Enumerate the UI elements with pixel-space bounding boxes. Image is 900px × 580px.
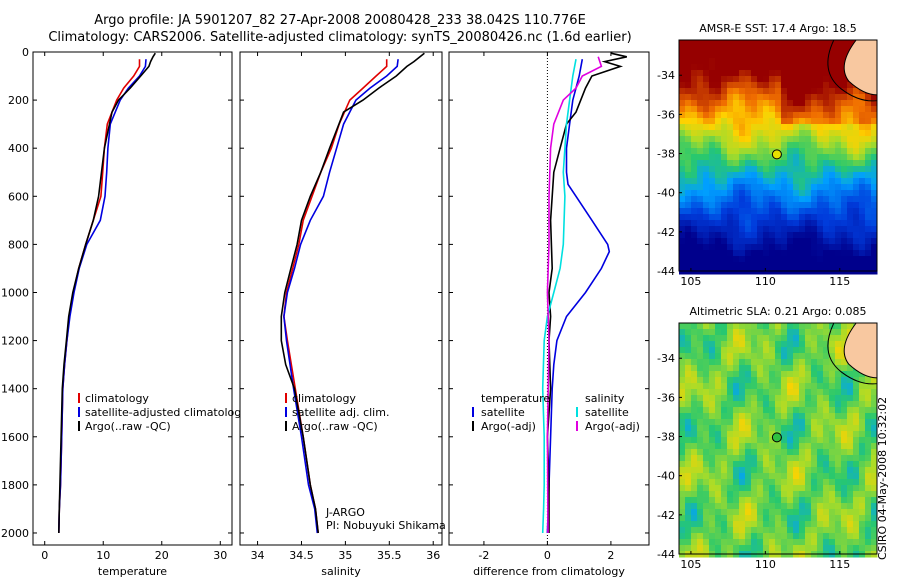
map-frame (678, 39, 878, 272)
y-tick-label: -36 (657, 108, 675, 121)
legend-label: climatology (292, 392, 356, 405)
x-tick-label: 34 (251, 549, 265, 562)
map-title: AMSR-E SST: 17.4 Argo: 18.5 (699, 22, 857, 35)
legend-label: Argo(-adj) (481, 420, 536, 433)
y-tick-label: 1200 (1, 335, 29, 348)
legend-label: Argo(..raw -QC) (85, 420, 171, 433)
y-tick-label: 400 (8, 142, 29, 155)
legend-label: satellite adj. clim. (292, 406, 389, 419)
y-tick-label: 1600 (1, 431, 29, 444)
y-tick-label: -44 (657, 548, 675, 561)
sst-map-panel: 105 110 115 -34 -36 -38 -40 -42 -44 AMSR-E SST: 1… (657, 22, 878, 288)
y-tick-label: -40 (657, 187, 675, 200)
series-line-4 (546, 56, 603, 534)
series-line-3 (58, 52, 156, 534)
x-tick-label: 35 (338, 549, 352, 562)
x-axis-label: difference from climatology (473, 565, 625, 578)
profile-panel-3: -2 0 2 difference from climatology temperatu… (448, 51, 650, 578)
x-tick-label: 30 (213, 549, 227, 562)
legend-label: satellite (585, 406, 629, 419)
x-tick-label: 110 (755, 558, 776, 571)
isobath-contour (827, 39, 878, 102)
profile-panel-1: 0 10 20 30 0 200 400 600 800 1000 1200 1400 1600 1800… (1, 46, 248, 578)
x-tick-label: 0 (41, 549, 48, 562)
x-tick-label: 115 (829, 558, 850, 571)
x-tick-label: 36 (426, 549, 440, 562)
y-tick-label: -34 (657, 69, 675, 82)
title-line-1: Argo profile: JA 5901207_82 27-Apr-2008 … (94, 13, 586, 28)
map-frame (678, 322, 878, 555)
title-line-2: Climatology: CARS2006. Satellite-adjuste… (48, 30, 632, 45)
sla-map-panel: 105 110 115 -34 -36 -38 -40 -42 -44 Altimetric SL… (657, 305, 878, 571)
y-tick-label: -38 (657, 431, 675, 444)
y-tick-label: -40 (657, 470, 675, 483)
land-mass (843, 39, 878, 96)
y-tick-label: 200 (8, 94, 29, 107)
y-tick-label: 800 (8, 238, 29, 251)
x-tick-label: 105 (680, 558, 701, 571)
y-tick-label: -38 (657, 148, 675, 161)
annotation-text: PI: Nobuyuki Shikama (326, 519, 446, 532)
land-mass (843, 322, 878, 379)
figure-title: Argo profile: JA 5901207_82 27-Apr-2008 … (0, 12, 680, 46)
sla-field (679, 323, 878, 558)
y-tick-label: -42 (657, 226, 675, 239)
plot-frame (32, 51, 233, 546)
x-tick-label: 10 (96, 549, 110, 562)
legend-label: satellite (481, 406, 525, 419)
series-line-2 (283, 59, 399, 534)
series-line-3 (541, 59, 577, 534)
x-tick-label: -2 (478, 549, 489, 562)
y-tick-label: 0 (22, 46, 29, 59)
argo-location-marker (771, 432, 782, 443)
x-tick-label: 115 (829, 275, 850, 288)
x-tick-label: 0 (544, 549, 551, 562)
series-line-3 (280, 52, 425, 534)
x-axis-label: temperature (98, 565, 167, 578)
legend-label: Argo(..raw -QC) (292, 420, 378, 433)
legend-label: climatology (85, 392, 149, 405)
legend-label: Argo(-adj) (585, 420, 640, 433)
plot-frame (239, 51, 443, 546)
y-tick-label: 2000 (1, 527, 29, 540)
legend-header: temperature (481, 392, 550, 405)
isobath-contour (827, 322, 878, 385)
legend-header: salinity (585, 392, 625, 405)
y-tick-label: -42 (657, 509, 675, 522)
annotation-text: J-ARGO (325, 506, 365, 519)
y-tick-label: -44 (657, 265, 675, 278)
x-tick-label: 110 (755, 275, 776, 288)
y-tick-label: -34 (657, 352, 675, 365)
y-tick-label: -36 (657, 391, 675, 404)
y-tick-label: 1400 (1, 383, 29, 396)
x-tick-label: 34.5 (289, 549, 314, 562)
x-tick-label: 105 (680, 275, 701, 288)
x-axis-label: salinity (321, 565, 361, 578)
profile-panel-2: 34 34.5 35 35.5 36 salinity climatologysatelli… (239, 51, 446, 578)
x-tick-label: 2 (607, 549, 614, 562)
y-tick-label: 1000 (1, 286, 29, 299)
legend-label: satellite-adjusted climatology (85, 406, 248, 419)
map-title: Altimetric SLA: 0.21 Argo: 0.085 (689, 305, 866, 318)
series-line-1 (546, 59, 611, 534)
x-tick-label: 35.5 (377, 549, 402, 562)
y-tick-label: 1800 (1, 479, 29, 492)
argo-location-marker (771, 149, 782, 160)
footer-timestamp: CSIRO 04-May-2008 10:32:02 (876, 396, 889, 560)
x-tick-label: 20 (155, 549, 169, 562)
y-tick-label: 600 (8, 190, 29, 203)
